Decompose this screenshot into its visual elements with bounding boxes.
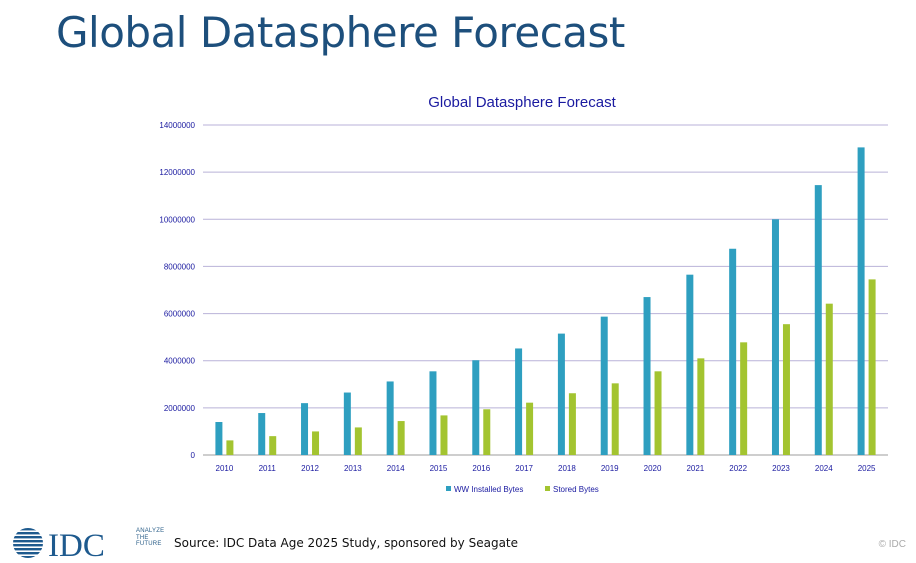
x-tick-label: 2018 xyxy=(558,464,576,473)
bar-stored xyxy=(611,383,619,455)
y-tick-label: 8000000 xyxy=(164,262,196,271)
bar-chart: Global Datasphere Forecast 0 2000000 40000… xyxy=(159,94,888,494)
bar-ww-installed xyxy=(301,403,309,455)
page-title: Global Datasphere Forecast xyxy=(56,8,625,57)
bar-stored xyxy=(440,415,448,455)
bar-ww-installed xyxy=(258,413,266,455)
bar-ww-installed xyxy=(515,348,523,455)
bar-stored xyxy=(868,279,876,455)
x-tick-label: 2023 xyxy=(772,464,790,473)
x-tick-label: 2021 xyxy=(686,464,704,473)
globe-icon xyxy=(13,528,43,558)
bar-ww-installed xyxy=(814,185,822,455)
bar-stored xyxy=(312,431,320,455)
logo-tagline: ANALYZE THE FUTURE xyxy=(136,528,165,547)
x-tick-label: 2012 xyxy=(301,464,319,473)
source-note: Source: IDC Data Age 2025 Study, sponsor… xyxy=(174,536,519,550)
bar-ww-installed xyxy=(729,248,737,455)
bar-ww-installed xyxy=(472,360,480,455)
x-tick-label: 2019 xyxy=(601,464,619,473)
y-tick-label: 12000000 xyxy=(159,168,195,177)
bar-ww-installed xyxy=(771,219,779,455)
bar-ww-installed xyxy=(643,297,651,455)
x-tick-label: 2016 xyxy=(472,464,490,473)
y-tick-label: 14000000 xyxy=(159,121,195,130)
x-tick-label: 2013 xyxy=(344,464,362,473)
y-tick-label: 10000000 xyxy=(159,215,195,224)
x-tick-label: 2010 xyxy=(216,464,234,473)
bars xyxy=(215,147,876,455)
bar-ww-installed xyxy=(686,274,694,455)
bar-ww-installed xyxy=(857,147,865,455)
legend: WW Installed Bytes Stored Bytes xyxy=(446,485,599,494)
y-axis-ticks: 0 2000000 4000000 6000000 8000000 10000000 120… xyxy=(159,121,195,460)
legend-swatch xyxy=(545,486,550,491)
bar-ww-installed xyxy=(600,316,608,455)
idc-logo: IDC xyxy=(13,528,105,559)
bar-ww-installed xyxy=(215,422,223,455)
x-tick-label: 2017 xyxy=(515,464,533,473)
bar-ww-installed xyxy=(386,381,394,455)
chart-title: Global Datasphere Forecast xyxy=(428,94,616,111)
bar-ww-installed xyxy=(343,392,351,455)
legend-label: WW Installed Bytes xyxy=(454,485,523,494)
bar-stored xyxy=(397,421,405,455)
idc-wordmark: IDC xyxy=(48,528,105,559)
bar-stored xyxy=(354,427,362,455)
x-tick-label: 2014 xyxy=(387,464,405,473)
y-tick-label: 2000000 xyxy=(164,404,196,413)
legend-swatch xyxy=(446,486,451,491)
x-tick-label: 2020 xyxy=(644,464,662,473)
bar-ww-installed xyxy=(557,333,565,455)
bar-stored xyxy=(526,402,534,455)
x-tick-label: 2022 xyxy=(729,464,747,473)
bar-stored xyxy=(697,358,705,455)
bar-stored xyxy=(568,393,576,455)
bar-stored xyxy=(740,342,748,455)
bar-stored xyxy=(226,440,234,455)
bar-stored xyxy=(269,436,277,455)
x-tick-label: 2015 xyxy=(430,464,448,473)
x-tick-label: 2024 xyxy=(815,464,833,473)
x-tick-label: 2011 xyxy=(259,464,277,473)
bar-stored xyxy=(654,371,662,455)
copyright: © IDC xyxy=(878,539,906,550)
x-tick-label: 2025 xyxy=(858,464,876,473)
y-tick-label: 0 xyxy=(191,451,196,460)
y-tick-label: 4000000 xyxy=(164,357,196,366)
footer: IDC ANALYZE THE FUTURE Source: IDC Data … xyxy=(0,520,916,563)
y-tick-label: 6000000 xyxy=(164,310,196,319)
bar-ww-installed xyxy=(429,371,437,455)
bar-stored xyxy=(782,324,790,455)
x-axis-ticks: 2010 2011 2012 2013 2014 2015 2016 2017 2018 2019… xyxy=(216,464,877,473)
bar-stored xyxy=(825,303,833,455)
bar-stored xyxy=(483,409,491,455)
legend-label: Stored Bytes xyxy=(553,485,599,494)
